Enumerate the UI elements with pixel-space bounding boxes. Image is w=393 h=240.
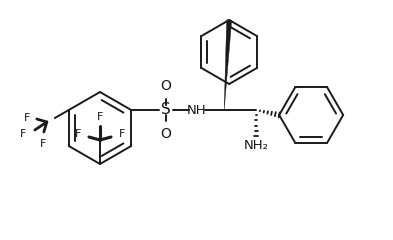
Text: F: F [24, 113, 30, 123]
Text: F: F [75, 129, 81, 139]
Text: O: O [161, 127, 172, 141]
Text: F: F [97, 112, 103, 122]
Text: NH₂: NH₂ [244, 139, 269, 152]
Text: F: F [40, 139, 46, 149]
Text: O: O [161, 79, 172, 93]
Text: NH: NH [186, 103, 206, 116]
Text: F: F [19, 129, 26, 139]
Text: S: S [161, 102, 171, 118]
Text: F: F [119, 129, 125, 139]
Polygon shape [224, 20, 231, 110]
